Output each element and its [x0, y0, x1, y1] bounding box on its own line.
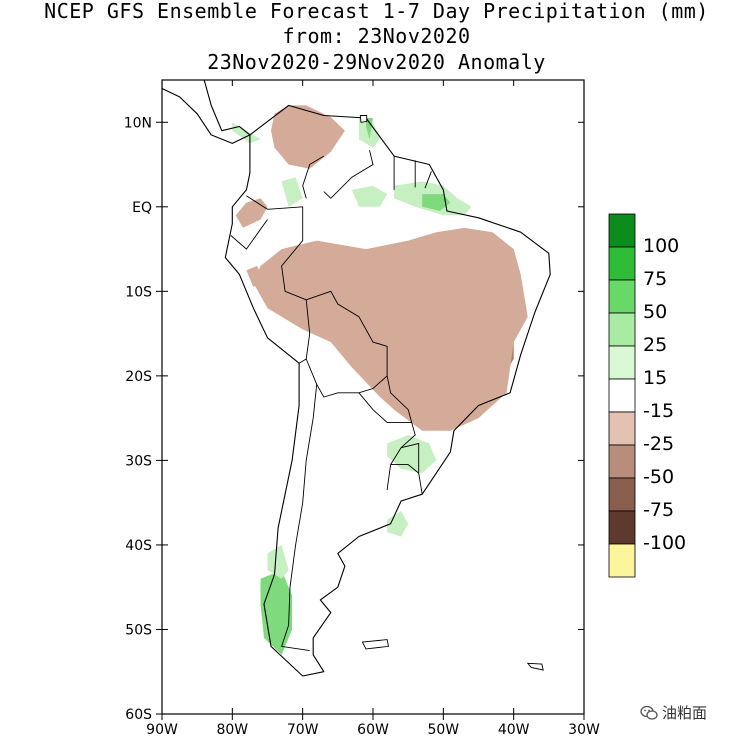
island-outline: [359, 115, 368, 123]
lon-tick-label: 30W: [568, 722, 600, 738]
legend-swatch: [608, 477, 636, 512]
watermark-text: 油粕面: [662, 704, 708, 722]
wechat-logo-icon: [640, 705, 658, 720]
country-border: [281, 240, 307, 301]
lon-tick-label: 60W: [357, 722, 389, 738]
country-border: [230, 219, 268, 250]
legend-swatch: [608, 345, 636, 380]
country-border: [400, 442, 423, 495]
country-border: [302, 155, 325, 199]
coastline: [224, 104, 551, 677]
lat-tick-label: 20S: [125, 369, 152, 385]
anomaly-region-wet15: [351, 185, 388, 207]
country-border: [298, 358, 307, 364]
anomaly-region-wet15: [267, 544, 289, 579]
central-america-coastline: [162, 80, 251, 144]
legend-label: -15: [643, 400, 675, 422]
coastline-layer: [162, 80, 551, 677]
lon-tick-label: 90W: [146, 722, 178, 738]
country-border: [305, 299, 388, 398]
lat-tick-label: EQ: [132, 200, 152, 216]
legend-swatch: [608, 246, 636, 281]
legend-label: 50: [643, 301, 668, 323]
title-line-1: NCEP GFS Ensemble Forecast 1-7 Day Preci…: [44, 0, 709, 23]
legend-swatch: [608, 279, 636, 314]
legend-label: 75: [643, 268, 668, 290]
legend-swatch: [608, 543, 636, 578]
title-line-3: 23Nov2020-29Nov2020 Anomaly: [207, 50, 546, 74]
central-america-land: [162, 80, 250, 144]
legend-swatch: [608, 411, 636, 446]
legend-label: -75: [643, 499, 675, 521]
lat-tick-label: 50S: [125, 622, 152, 638]
anomaly-layer: [232, 105, 528, 655]
anomaly-region-dry25: [271, 105, 345, 169]
anomaly-region-wet25: [422, 194, 451, 211]
lat-tick-label: 30S: [125, 453, 152, 469]
legend-label: 15: [643, 367, 668, 389]
legend-label: -100: [643, 532, 687, 554]
country-border: [390, 464, 419, 474]
lon-tick-label: 70W: [287, 722, 319, 738]
watermark: 油粕面: [640, 702, 707, 723]
country-border: [358, 392, 412, 423]
anomaly-region-dry25: [235, 198, 268, 228]
lat-tick-label: 40S: [125, 538, 152, 554]
island-outline: [526, 662, 544, 671]
lon-tick-label: 40W: [498, 722, 530, 738]
lon-tick-label: 80W: [216, 722, 248, 738]
legend-colorbar: [608, 213, 636, 578]
legend-swatch: [608, 213, 636, 248]
lat-tick-label: 60S: [125, 707, 152, 723]
anomaly-region-wet15: [281, 177, 303, 207]
anomaly-region-wet15: [232, 122, 261, 144]
legend-label: 100: [643, 235, 680, 257]
lat-tick-label: 10S: [125, 284, 152, 300]
anomaly-region-wet25: [366, 118, 373, 140]
country-border: [306, 290, 413, 423]
anomaly-region-wet15: [387, 435, 437, 474]
island-outline: [361, 639, 390, 650]
anomaly-region-dry25: [246, 266, 264, 288]
country-border: [246, 195, 304, 241]
country-border: [424, 171, 432, 189]
anomaly-region-wet15: [387, 511, 409, 537]
title-line-2: from: 23Nov2020: [282, 24, 471, 48]
country-border: [281, 384, 318, 652]
legend-label: 25: [643, 334, 668, 356]
legend-label: -50: [643, 466, 675, 488]
legend-swatch: [608, 510, 636, 545]
lon-tick-label: 50W: [427, 722, 459, 738]
legend-swatch: [608, 444, 636, 479]
legend-swatch: [608, 378, 636, 413]
legend-swatch: [608, 312, 636, 347]
anomaly-region-dry25: [253, 227, 528, 431]
country-border: [323, 150, 374, 199]
lat-tick-label: 10N: [124, 115, 152, 131]
legend-label: -25: [643, 433, 675, 455]
